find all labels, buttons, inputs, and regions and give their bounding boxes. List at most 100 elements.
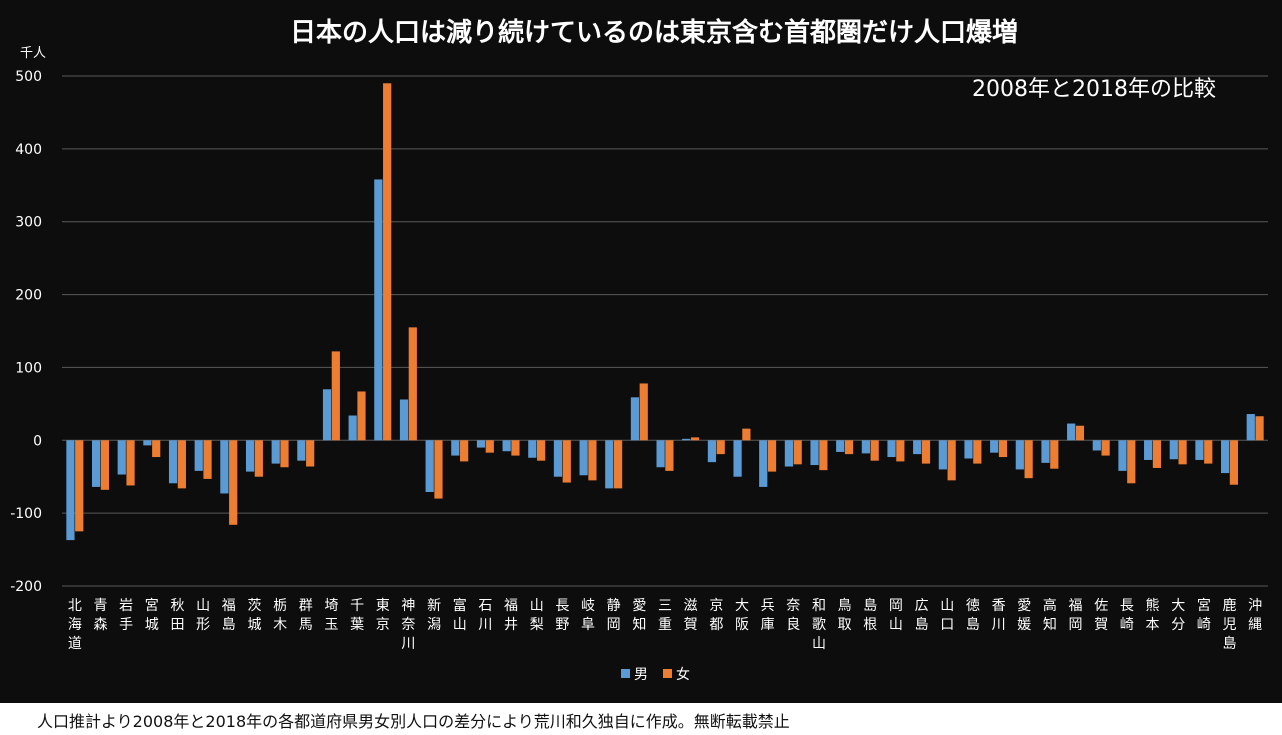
bar-male-21 xyxy=(605,440,614,489)
bar-female-44 xyxy=(1204,440,1213,464)
x-category-label: 千葉 xyxy=(350,598,364,633)
bar-male-3 xyxy=(143,440,152,446)
x-category-label: 山口 xyxy=(940,598,954,633)
bar-female-34 xyxy=(947,440,956,481)
bar-female-32 xyxy=(896,440,905,462)
x-category-label: 新潟 xyxy=(427,598,441,633)
bar-male-20 xyxy=(579,440,588,476)
x-category-label: 秋田 xyxy=(170,598,184,633)
bar-female-41 xyxy=(1127,440,1136,484)
x-category-label: 岐阜 xyxy=(581,598,595,633)
chart-subtitle: 2008年と2018年の比較 xyxy=(972,77,1216,102)
bar-male-35 xyxy=(964,440,973,459)
bar-male-37 xyxy=(1015,440,1024,470)
bar-male-2 xyxy=(117,440,126,475)
bar-male-14 xyxy=(425,440,434,493)
bar-female-30 xyxy=(844,440,854,455)
bar-male-39 xyxy=(1067,423,1076,441)
x-category-label: 和歌山 xyxy=(812,598,826,652)
bar-female-16 xyxy=(485,440,494,453)
y-tick-label: 500 xyxy=(15,69,42,85)
y-tick-label: 100 xyxy=(15,360,42,376)
bar-male-40 xyxy=(1092,440,1101,451)
bar-female-25 xyxy=(716,440,725,455)
bar-female-3 xyxy=(152,440,161,458)
bar-female-0 xyxy=(75,440,84,532)
x-category-label: 鹿児島 xyxy=(1223,597,1237,652)
bar-male-32 xyxy=(887,440,896,458)
x-category-label: 福岡 xyxy=(1069,598,1083,633)
x-category-label: 山形 xyxy=(196,598,210,633)
x-category-label: 神奈川 xyxy=(401,598,415,652)
bar-male-27 xyxy=(759,440,768,487)
y-tick-label: -200 xyxy=(10,579,42,595)
bar-female-24 xyxy=(690,437,700,441)
bar-female-45 xyxy=(1229,440,1239,485)
bar-male-38 xyxy=(1041,440,1050,463)
bar-male-18 xyxy=(528,440,537,458)
bar-female-37 xyxy=(1024,440,1033,479)
bar-female-46 xyxy=(1255,416,1264,441)
x-category-label: 岩手 xyxy=(119,598,133,633)
x-category-label: 広島 xyxy=(915,598,929,633)
x-category-label: 青森 xyxy=(93,598,107,633)
bar-male-8 xyxy=(271,440,280,464)
bar-female-26 xyxy=(742,428,751,441)
x-category-label: 富山 xyxy=(453,597,467,633)
bar-male-25 xyxy=(707,440,717,463)
bar-male-9 xyxy=(297,440,306,461)
legend-swatch-male xyxy=(621,669,630,678)
x-category-label: 京都 xyxy=(709,598,723,633)
bar-female-18 xyxy=(537,440,546,461)
bar-male-11 xyxy=(348,415,357,441)
x-category-label: 沖縄 xyxy=(1248,598,1262,633)
bar-female-8 xyxy=(280,440,289,468)
bar-female-14 xyxy=(434,440,443,499)
bar-male-4 xyxy=(168,440,178,484)
x-category-label: 栃木 xyxy=(273,598,287,633)
x-category-label: 石川 xyxy=(478,598,492,633)
bar-female-4 xyxy=(177,440,186,489)
x-category-label: 熊本 xyxy=(1146,598,1160,633)
x-category-label: 高知 xyxy=(1043,597,1057,633)
bar-male-7 xyxy=(245,440,255,472)
bar-female-29 xyxy=(819,440,828,471)
bar-female-31 xyxy=(870,440,879,461)
bar-male-6 xyxy=(220,440,229,494)
bar-female-17 xyxy=(511,440,520,456)
chart-panel: 日本の人口は減り続けているのは東京含む首都圏だけ人口爆増 2008年と2018年の… xyxy=(0,0,1282,703)
legend-label-female: 女 xyxy=(676,666,690,683)
bar-male-33 xyxy=(913,440,922,455)
bar-female-13 xyxy=(408,327,417,441)
bar-female-11 xyxy=(357,391,366,441)
bar-male-29 xyxy=(810,440,819,466)
bar-female-36 xyxy=(998,440,1008,458)
bar-male-30 xyxy=(836,440,845,452)
bar-female-12 xyxy=(383,83,392,441)
x-category-label: 宮城 xyxy=(145,598,159,633)
x-category-label: 鳥取 xyxy=(838,598,852,633)
bar-female-5 xyxy=(203,440,212,479)
bar-female-35 xyxy=(973,440,982,464)
y-tick-label: 0 xyxy=(33,433,42,449)
x-category-label: 大阪 xyxy=(735,598,749,633)
legend-swatch-female xyxy=(663,669,672,678)
bar-male-43 xyxy=(1169,440,1178,460)
bar-female-28 xyxy=(793,440,802,465)
x-category-label: 福井 xyxy=(504,598,518,633)
bar-female-21 xyxy=(613,440,623,489)
bar-male-23 xyxy=(656,440,665,468)
bar-male-24 xyxy=(682,438,691,441)
bar-female-19 xyxy=(562,440,571,483)
bar-male-19 xyxy=(553,440,563,477)
bar-male-13 xyxy=(399,399,409,441)
x-category-label: 三重 xyxy=(658,598,672,633)
bar-female-6 xyxy=(229,440,238,525)
bar-male-34 xyxy=(938,440,947,470)
x-category-label: 宮崎 xyxy=(1197,598,1211,633)
x-category-label: 大分 xyxy=(1171,598,1185,633)
x-category-label: 香川 xyxy=(992,598,1006,633)
chart-title: 日本の人口は減り続けているのは東京含む首都圏だけ人口爆増 xyxy=(290,17,1018,48)
bar-male-42 xyxy=(1144,440,1153,460)
x-category-label: 岡山 xyxy=(889,598,903,633)
